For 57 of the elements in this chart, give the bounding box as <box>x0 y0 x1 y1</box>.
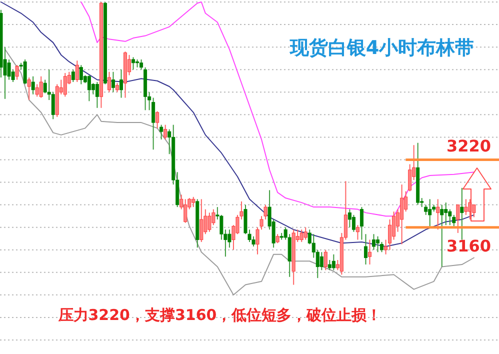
candlestick <box>324 249 328 271</box>
candlestick <box>71 69 75 82</box>
candlestick <box>184 198 188 224</box>
candlestick <box>115 82 119 93</box>
candlestick <box>444 202 448 226</box>
ref-line-label: 3160 <box>446 236 491 256</box>
candlestick <box>39 76 43 98</box>
candlestick <box>63 72 67 98</box>
candlestick <box>376 236 380 253</box>
candlestick <box>332 254 336 271</box>
candlestick <box>164 124 168 140</box>
candlestick <box>320 252 324 271</box>
candlestick <box>388 218 392 250</box>
candlestick <box>428 198 432 227</box>
candlestick <box>200 198 204 242</box>
candlestick <box>276 234 280 244</box>
text: 现货白银4小时布林带 <box>288 37 474 59</box>
candlestick <box>460 187 464 240</box>
candlestick <box>356 224 360 240</box>
candlestick <box>304 226 308 240</box>
candlestick <box>15 64 19 80</box>
candlestick <box>408 164 412 192</box>
candlestick <box>456 204 460 234</box>
candlestick <box>119 69 123 98</box>
candlestick <box>31 76 35 95</box>
candlestick <box>208 212 212 232</box>
candlestick <box>436 198 440 230</box>
candlestick <box>256 226 260 255</box>
candlestick <box>300 229 304 242</box>
ref-line-label: 3220 <box>446 136 491 156</box>
candlestick <box>51 92 55 120</box>
candlestick <box>87 74 91 102</box>
candlestick <box>364 234 368 266</box>
candlestick <box>328 260 332 271</box>
candlestick <box>75 60 79 82</box>
annotation: 压力3220，支撑3160，低位短多，破位止损！ <box>57 306 382 324</box>
candlestick <box>348 208 352 228</box>
candlestick <box>23 58 27 85</box>
candlestick <box>464 198 468 216</box>
candlestick <box>400 184 404 245</box>
candlestick <box>368 239 372 266</box>
candlestick <box>156 110 160 129</box>
candlestick <box>111 71 115 93</box>
candlestick <box>192 196 196 208</box>
candlestick <box>132 56 136 70</box>
candlestick <box>27 76 31 101</box>
candlestick <box>107 71 111 93</box>
candlestick <box>35 84 39 98</box>
candlestick <box>95 81 99 108</box>
candlestick <box>140 58 144 70</box>
candlestick <box>79 64 83 85</box>
candlestick <box>360 206 364 240</box>
candlestick <box>352 214 356 232</box>
candlestick <box>372 234 376 250</box>
candlestick <box>160 124 164 140</box>
candlestick <box>440 204 444 268</box>
candlestick <box>288 234 292 278</box>
